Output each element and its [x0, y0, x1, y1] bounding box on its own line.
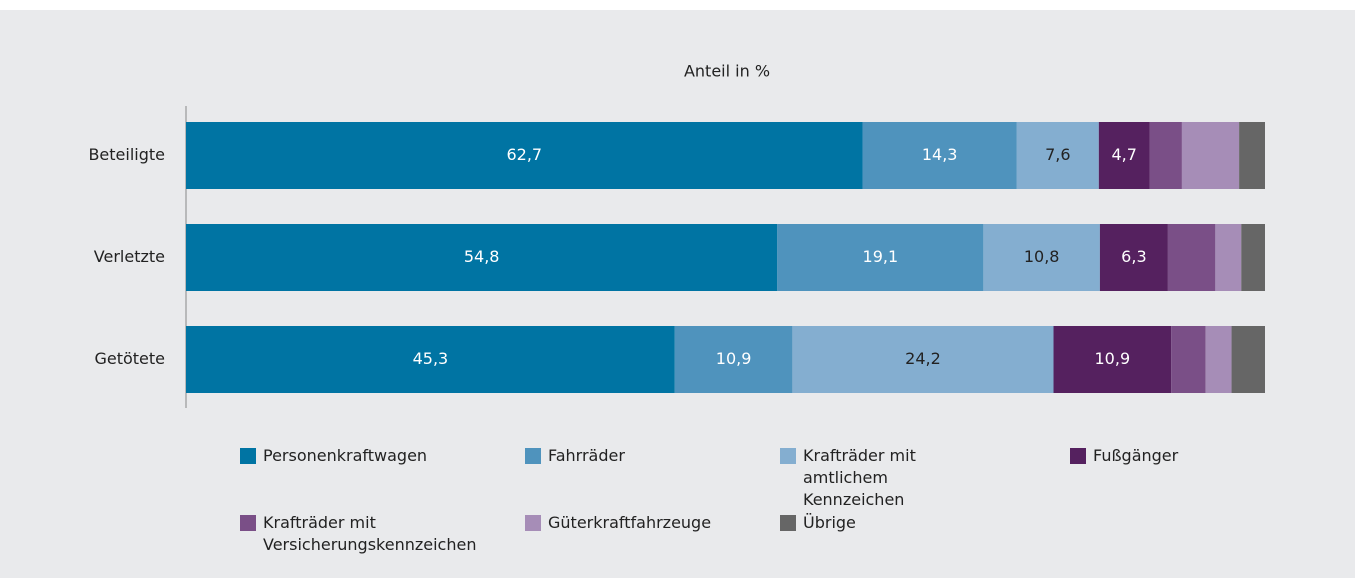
bar-segment [1167, 224, 1216, 291]
legend-swatch [1070, 448, 1086, 464]
legend-label: Krafträder mit amtlichem Kennzeichen [803, 446, 916, 509]
legend-swatch [525, 448, 541, 464]
bar-segment [1016, 122, 1099, 189]
legend-label: Fußgänger [1093, 446, 1179, 465]
bar-segment [1149, 122, 1182, 189]
legend-label: Personenkraftwagen [263, 446, 428, 465]
bar-segment [1231, 326, 1265, 393]
value-label: 45,3 [413, 349, 449, 368]
value-label: 14,3 [922, 145, 958, 164]
bar-segment [674, 326, 793, 393]
bar-segment [186, 326, 675, 393]
bar-segment [862, 122, 1017, 189]
bar-segment [1099, 224, 1168, 291]
value-label: 7,6 [1045, 145, 1070, 164]
legend-swatch [240, 515, 256, 531]
legend-item: Krafträder mit Versicherungskennzeichen [240, 512, 500, 556]
legend-swatch [780, 448, 796, 464]
bar-segment [1098, 122, 1150, 189]
legend-label: Güterkraftfahrzeuge [548, 513, 712, 532]
bar-segment [1205, 326, 1232, 393]
legend-item: Fußgänger [1070, 445, 1310, 467]
bar-segment [186, 224, 778, 291]
legend-swatch [780, 515, 796, 531]
background [0, 10, 1355, 578]
value-label: 54,8 [464, 247, 500, 266]
value-label: 10,8 [1024, 247, 1060, 266]
bar-segment [1241, 224, 1265, 291]
value-label: 10,9 [716, 349, 752, 368]
value-label: 6,3 [1121, 247, 1146, 266]
value-label: 10,9 [1095, 349, 1131, 368]
legend-label: Fahrräder [548, 446, 625, 465]
bar-segment [1171, 326, 1206, 393]
y-tick-label: Getötete [94, 349, 165, 368]
bar-segment [1215, 224, 1242, 291]
bar-segment [792, 326, 1054, 393]
legend-item: Fahrräder [525, 445, 765, 467]
legend-item: Güterkraftfahrzeuge [525, 512, 765, 534]
bar-segment [777, 224, 984, 291]
legend-item: Personenkraftwagen [240, 445, 500, 467]
value-label: 24,2 [905, 349, 941, 368]
bar-segment [186, 122, 863, 189]
y-tick-label: Verletzte [94, 247, 165, 266]
legend-swatch [240, 448, 256, 464]
value-label: 19,1 [863, 247, 899, 266]
value-label: 62,7 [506, 145, 542, 164]
legend-item: Krafträder mit amtlichem Kennzeichen [780, 445, 970, 511]
bar-segment [1053, 326, 1172, 393]
y-tick-label: Beteiligte [88, 145, 165, 164]
chart-title: Anteil in % [684, 62, 770, 81]
legend-label: Übrige [803, 513, 856, 532]
bar-segment [1181, 122, 1240, 189]
legend-label: Krafträder mit Versicherungskennzeichen [263, 513, 477, 554]
legend-swatch [525, 515, 541, 531]
bar-segment [983, 224, 1100, 291]
legend-item: Übrige [780, 512, 1020, 534]
value-label: 4,7 [1111, 145, 1136, 164]
bar-segment [1239, 122, 1265, 189]
